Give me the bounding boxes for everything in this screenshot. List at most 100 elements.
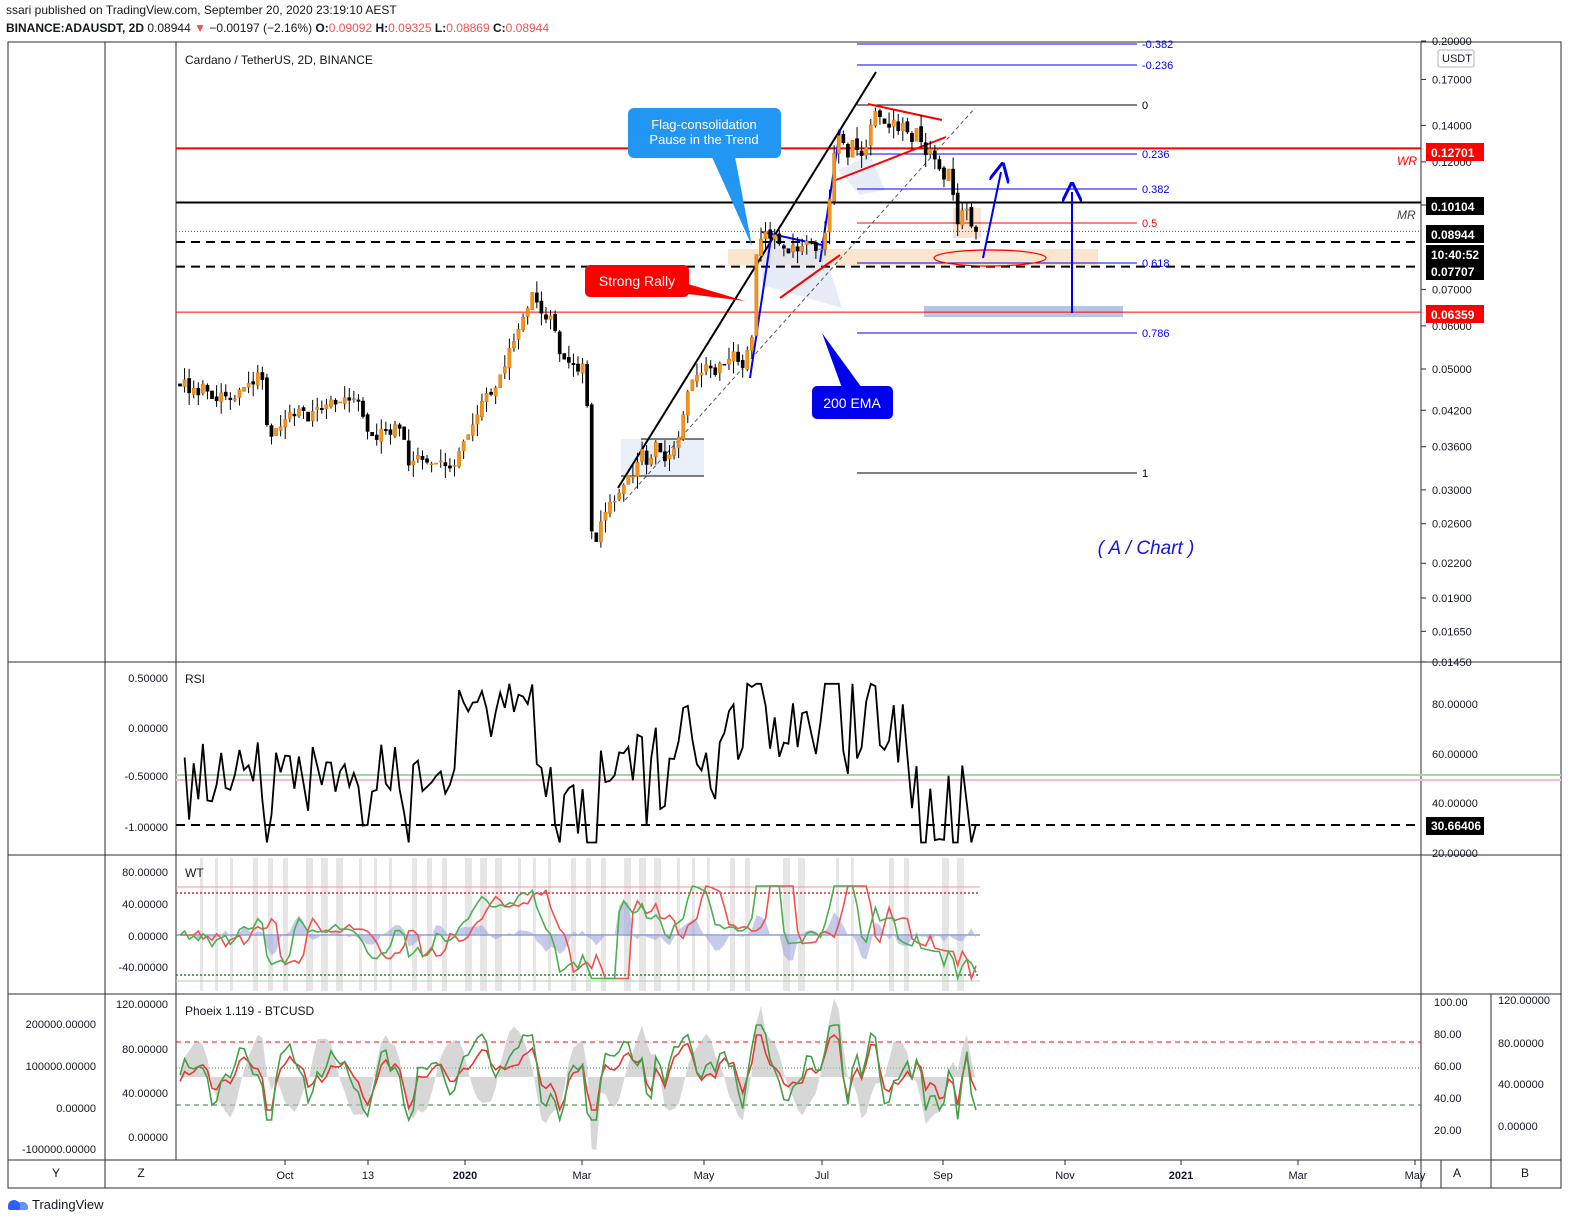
fib-level-label: -0.236: [1142, 60, 1173, 72]
candle-body: [690, 379, 695, 391]
rally-callout-pointer: [688, 284, 745, 301]
candle-body: [731, 351, 736, 362]
price-tag-box: [1426, 262, 1484, 280]
wt-signal-band: [389, 858, 392, 991]
candle-body: [727, 359, 731, 365]
price-tick-label: 0.20000: [1432, 36, 1472, 48]
candle-body: [278, 426, 283, 431]
corner-label: Y: [52, 1166, 60, 1180]
candle-body: [182, 379, 187, 387]
price-tick-label: 0.01450: [1432, 657, 1472, 669]
candle-body: [237, 389, 242, 398]
pane-frames: [7, 41, 1562, 1189]
price-tick-label: 0.06000: [1432, 321, 1472, 333]
price-tick-label: 0.05000: [1432, 364, 1472, 376]
phoeix-right-tick: 80.00: [1434, 1029, 1462, 1041]
target-zone: [924, 306, 1123, 317]
high-value: 0.09325: [388, 21, 432, 35]
rsi-line: [183, 682, 977, 844]
candle-body: [530, 292, 535, 311]
wt-signal-band: [427, 858, 432, 991]
price-tick-label: 0.17000: [1432, 74, 1472, 86]
wr-label: WR: [1397, 154, 1417, 168]
candle-body: [576, 363, 580, 372]
price-tick-label: 0.04200: [1432, 405, 1472, 417]
symbol-name[interactable]: BINANCE:ADAUSDT, 2D: [6, 21, 145, 35]
candle-body: [649, 457, 654, 465]
phoeix-far-left-tick: 0.00000: [56, 1103, 96, 1115]
tradingview-logo[interactable]: TradingView: [8, 1197, 104, 1212]
wt-left-tick: 80.00000: [122, 867, 168, 879]
wt-signal-band: [268, 858, 273, 991]
time-tick-label: Oct: [276, 1170, 293, 1182]
candle-body: [923, 142, 928, 156]
candle-body: [214, 396, 219, 402]
wt-signal-band: [654, 858, 661, 991]
candle-body: [484, 393, 489, 403]
wt-main-line: [179, 885, 977, 982]
corner-label: Z: [137, 1166, 144, 1180]
outer-border: [7, 41, 1562, 1189]
high-label: H:: [375, 21, 389, 35]
candle-body: [589, 404, 594, 532]
price-tick-label: 0.01900: [1432, 593, 1472, 605]
candle-body: [965, 209, 969, 211]
price-tag-label: 0.12701: [1431, 146, 1475, 160]
ema-callout-box: [812, 386, 893, 419]
wt-signal-band: [601, 858, 606, 991]
rsi-left-tick: 0.00000: [128, 723, 168, 735]
rsi-right-tick: 80.00000: [1432, 699, 1478, 711]
candle-body: [480, 401, 484, 418]
candle-body: [297, 408, 301, 417]
time-tick-label: May: [1405, 1170, 1426, 1182]
phoeix-right-tick: 20.00: [1434, 1125, 1462, 1137]
candle-body: [768, 229, 772, 239]
candle-body: [695, 374, 699, 382]
rsi-left-tick: -0.50000: [125, 771, 168, 783]
flag-callout-box: [628, 108, 781, 158]
phoeix-pane: Phoeix 1.119 - BTCUSD: [176, 998, 1421, 1151]
price-tag-label: 0.06359: [1431, 308, 1475, 322]
projection-arrow-1: [982, 172, 1001, 259]
candle-body: [388, 429, 393, 435]
pennant-bottom: [835, 136, 947, 181]
phoeix-right-tick: 40.00: [1434, 1093, 1462, 1105]
currency-label: USDT: [1442, 53, 1472, 65]
candle-body: [928, 148, 933, 155]
candle-body: [475, 414, 480, 425]
support-ellipse: [933, 249, 1047, 267]
symbol-ohlc-line: BINANCE:ADAUSDT, 2D 0.08944 ▼ −0.00197 (…: [6, 21, 549, 35]
candle-body: [223, 391, 228, 397]
price-tick-label: 0.02600: [1432, 519, 1472, 531]
low-value: 0.08869: [446, 21, 490, 35]
close-value: 0.08944: [505, 21, 550, 35]
candle-body: [800, 246, 805, 252]
candle-body: [932, 150, 937, 160]
candle-body: [914, 128, 919, 142]
candle-body: [955, 192, 960, 225]
candle-body: [626, 475, 631, 485]
candle-body: [365, 414, 370, 432]
rsi-right-tick: 60.00000: [1432, 749, 1478, 761]
candle-body: [534, 292, 539, 303]
candle-body: [356, 399, 361, 402]
rsi-pane-title: RSI: [185, 672, 205, 686]
wt-signal-band: [904, 858, 909, 991]
candle-body: [685, 391, 690, 416]
flag-callout-pointer: [712, 157, 752, 246]
wt-signal-band: [783, 858, 790, 991]
candle-body: [370, 431, 374, 437]
main-drawings: [176, 43, 1421, 501]
candle-body: [635, 462, 640, 477]
rsi-pane: RSI: [176, 672, 1561, 844]
candle-body: [457, 451, 461, 467]
candle-body: [255, 372, 260, 386]
candle-body: [429, 463, 434, 466]
candle-body: [342, 397, 347, 404]
candle-body: [960, 210, 965, 226]
rsi-value-label: 30.66406: [1431, 819, 1481, 833]
wt-signal-band: [889, 858, 894, 991]
candle-body: [379, 428, 384, 442]
candle-body: [864, 147, 869, 156]
